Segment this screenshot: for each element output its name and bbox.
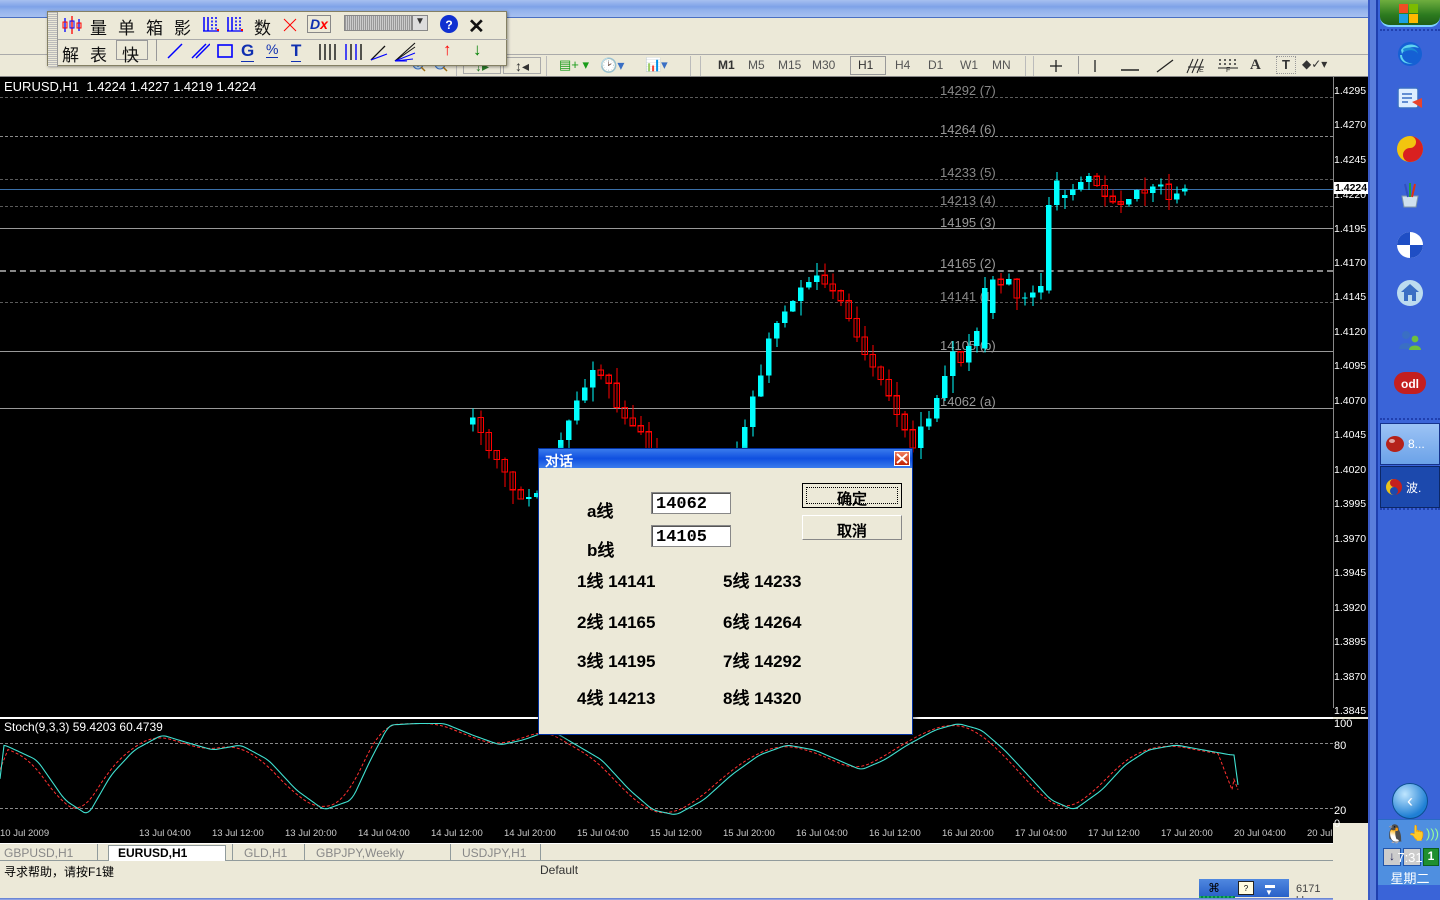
svg-text:odl: odl bbox=[1401, 377, 1419, 391]
svg-text:?: ? bbox=[445, 18, 452, 32]
